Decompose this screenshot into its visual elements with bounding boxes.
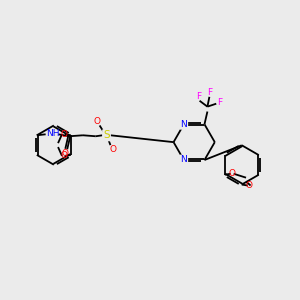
Text: S: S — [103, 130, 110, 140]
Text: O: O — [60, 152, 68, 160]
Text: O: O — [93, 117, 100, 126]
Text: F: F — [207, 88, 212, 98]
Text: NH: NH — [46, 129, 59, 138]
Text: N: N — [181, 155, 187, 164]
Text: O: O — [60, 130, 68, 139]
Text: O: O — [62, 149, 69, 158]
Text: O: O — [245, 181, 252, 190]
Text: O: O — [228, 169, 235, 178]
Text: F: F — [217, 98, 222, 107]
Text: O: O — [110, 145, 117, 154]
Text: F: F — [196, 92, 201, 101]
Text: N: N — [181, 120, 187, 129]
